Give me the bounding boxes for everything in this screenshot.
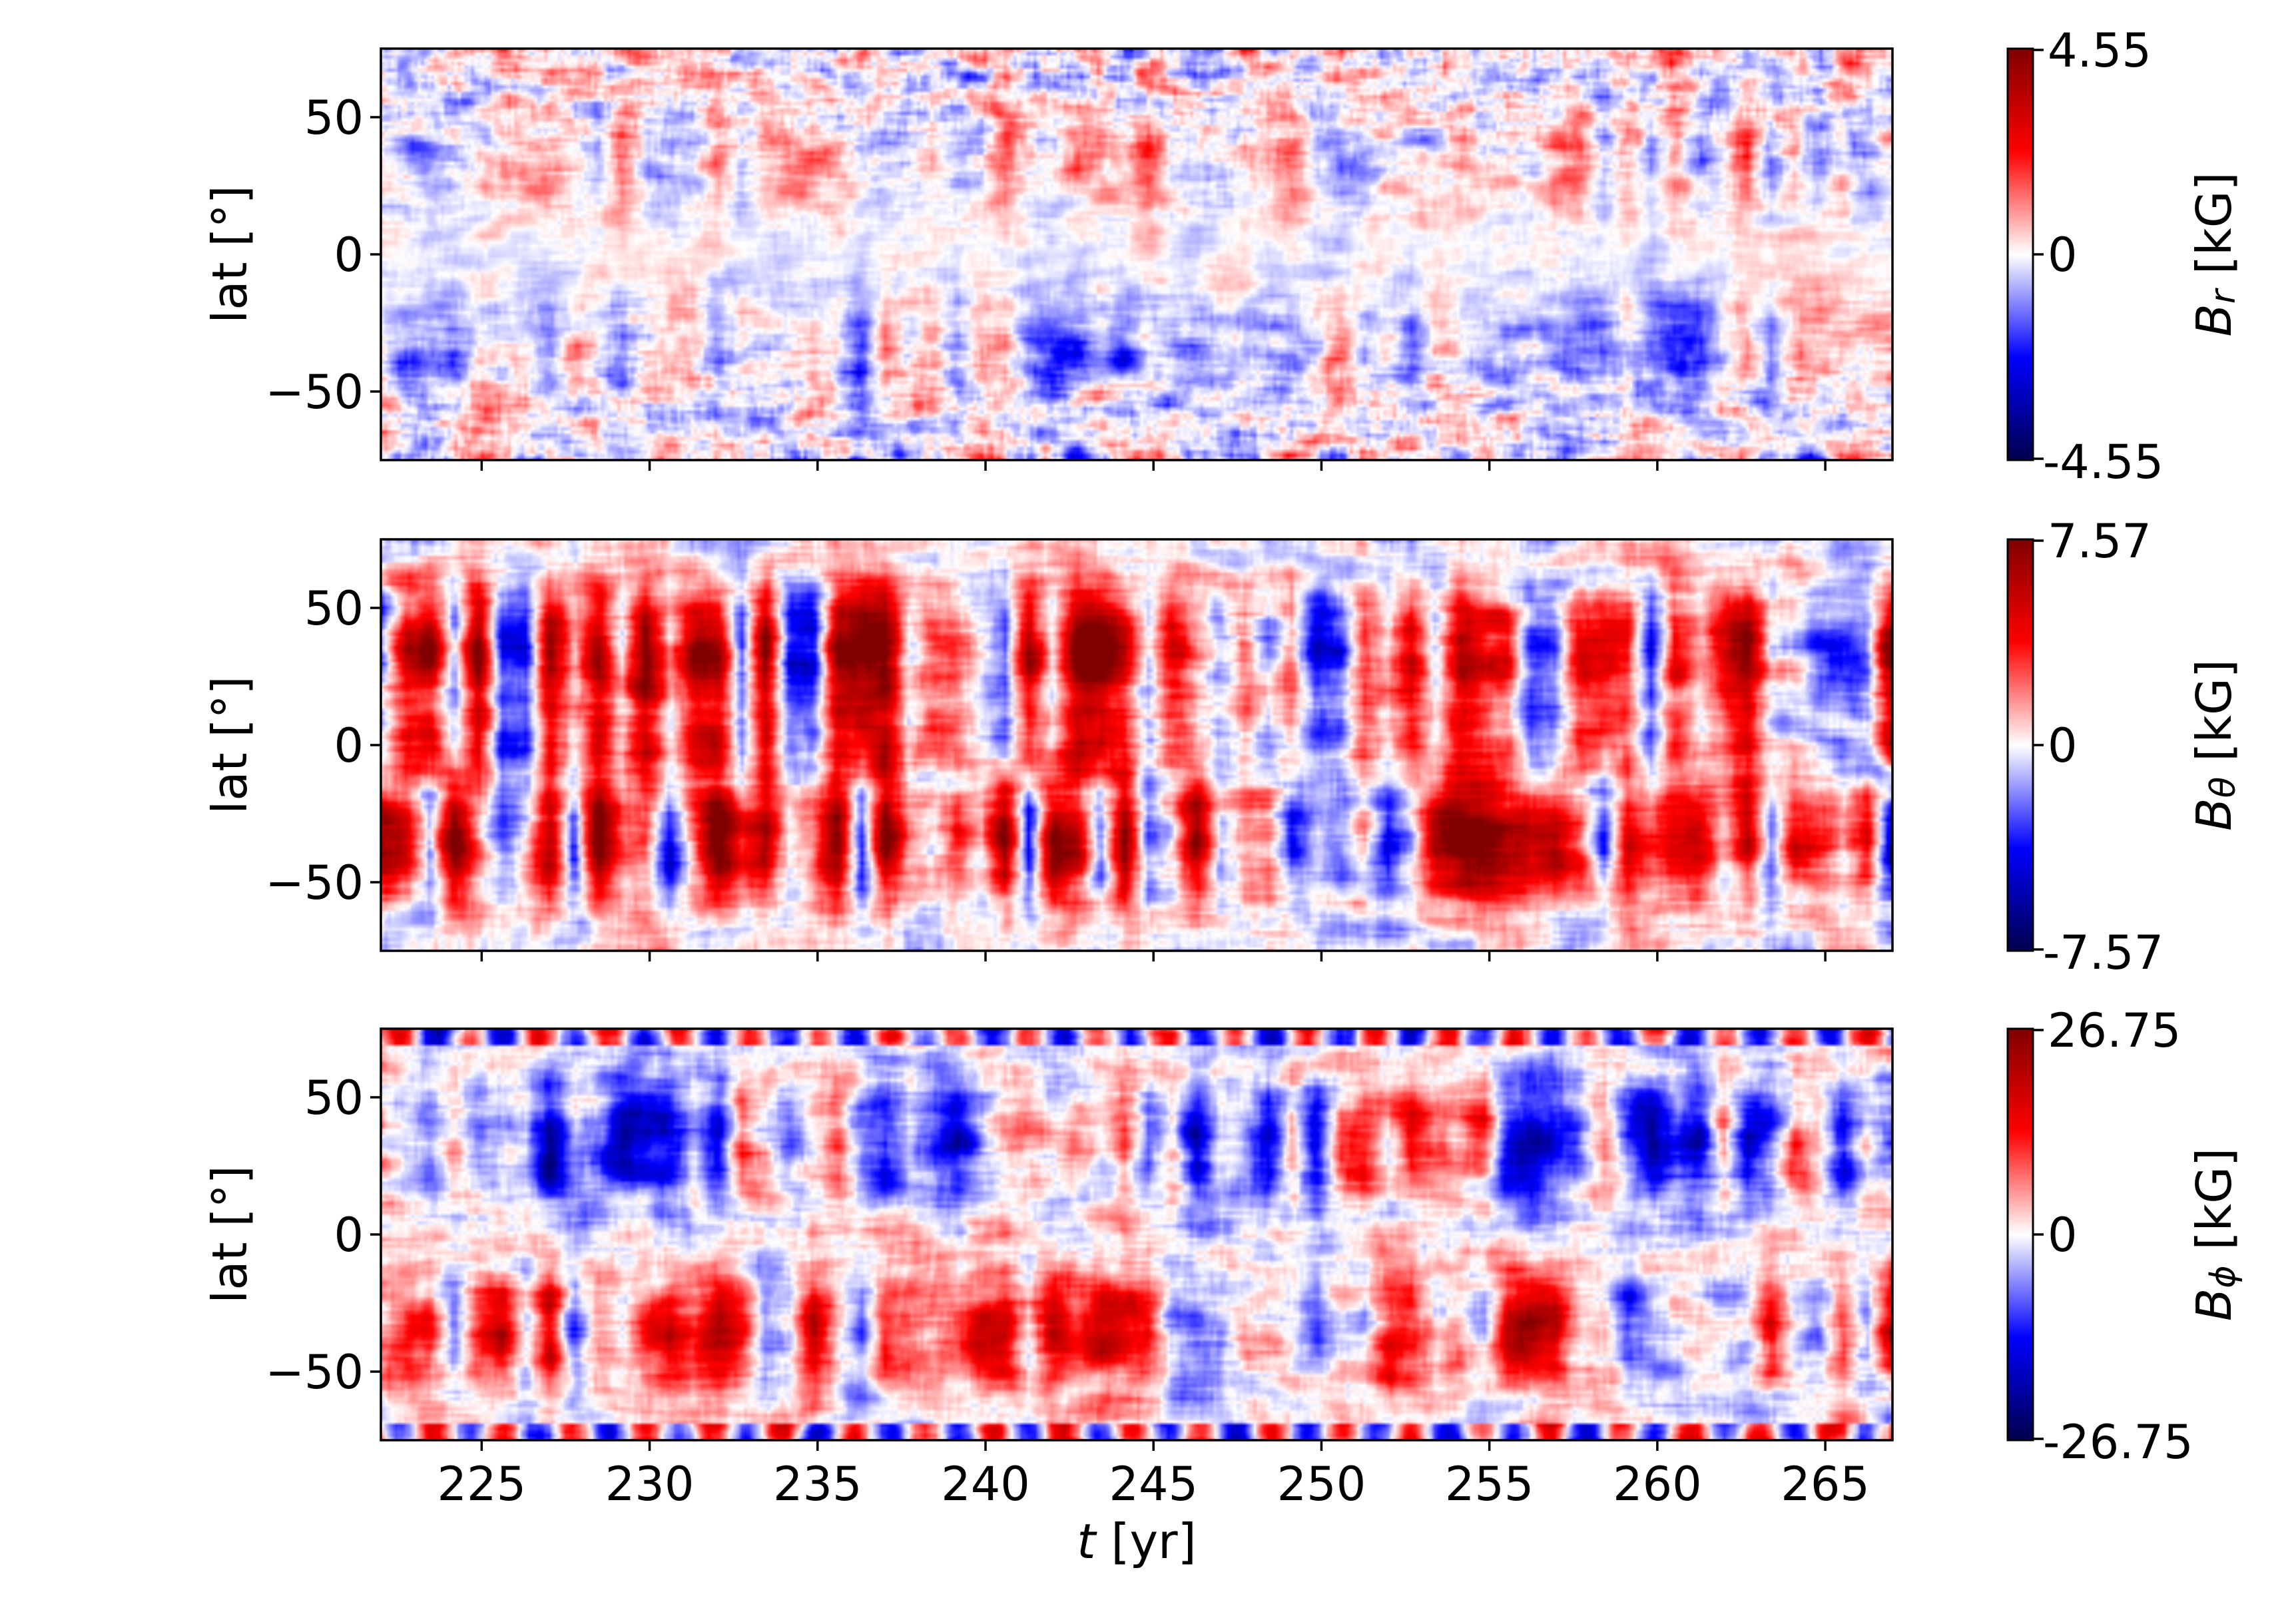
bphi-x-tick-label: 240 [941,1457,1030,1511]
br-y-ticks: 50 0 −50 [265,91,381,419]
bphi-x-axis-label: t [yr] [1077,1513,1197,1569]
bphi-x-tick-label: 235 [773,1457,862,1511]
br-y-tick-label: 0 [334,228,364,282]
btheta-colorbar-ticks [2033,539,2044,951]
br-colorbar-zero-label: 0 [2048,228,2078,282]
bphi-heatmap [381,1029,1892,1440]
btheta-colorbar-min-label: -7.57 [2043,926,2163,980]
bphi-x-tick-label: 250 [1277,1457,1366,1511]
btheta-colorbar-label: Bθ [kG] [2186,659,2243,831]
br-colorbar [2006,47,2034,461]
bphi-y-tick-label: 0 [334,1208,364,1262]
bphi-colorbar-label: Bϕ [kG] [2186,1148,2243,1321]
bphi-y-tick-label: −50 [265,1345,364,1400]
bphi-x-tick-label: 225 [437,1457,527,1511]
btheta-y-tick-label: −50 [265,856,364,910]
bphi-y-tick-label: 50 [304,1071,364,1125]
btheta-y-axis-label: lat [°] [202,676,258,814]
bphi-y-axis-label: lat [°] [202,1165,258,1303]
btheta-colorbar [2006,538,2034,952]
bphi-x-tick-label: 255 [1445,1457,1534,1511]
bphi-x-tick-label: 265 [1781,1457,1870,1511]
bphi-colorbar-zero-label: 0 [2048,1208,2078,1262]
btheta-x-ticks [480,951,1827,961]
bphi-colorbar-min-label: -26.75 [2043,1415,2193,1469]
br-colorbar-min-label: -4.55 [2043,435,2163,489]
br-colorbar-max-label: 4.55 [2048,23,2152,78]
btheta-y-tick-label: 0 [334,718,364,773]
btheta-colorbar-zero-label: 0 [2048,718,2078,773]
btheta-colorbar-max-label: 7.57 [2048,514,2152,569]
br-colorbar-ticks [2033,49,2044,460]
bphi-x-tick-label: 260 [1613,1457,1702,1511]
br-x-ticks [480,460,1827,471]
btheta-panel: 50 0 −50 lat [°] 7.57 0 -7.57 Bθ [kG] [202,514,2243,980]
bphi-x-tick-label: 245 [1109,1457,1198,1511]
bphi-y-ticks: 50 0 −50 [265,1071,381,1400]
br-colorbar-label: Br [kG] [2186,172,2243,336]
btheta-y-ticks: 50 0 −50 [265,581,381,910]
br-y-tick-label: −50 [265,365,364,419]
br-panel: 50 0 −50 lat [°] 4.55 0 -4.55 Br [kG] [202,23,2243,489]
bphi-colorbar [2006,1027,2034,1442]
bphi-x-ticks: 225 230 235 240 245 250 255 260 265 [437,1440,1870,1511]
br-heatmap [381,49,1892,460]
bphi-x-tick-label: 230 [605,1457,695,1511]
bphi-panel: 50 0 −50 225 230 235 240 245 250 255 260 265 lat [… [202,1003,2243,1569]
br-y-tick-label: 50 [304,91,364,145]
btheta-heatmap [381,539,1892,951]
btheta-y-tick-label: 50 [304,581,364,636]
br-y-axis-label: lat [°] [202,185,258,323]
bphi-colorbar-max-label: 26.75 [2048,1003,2181,1058]
bphi-colorbar-ticks [2033,1029,2044,1440]
